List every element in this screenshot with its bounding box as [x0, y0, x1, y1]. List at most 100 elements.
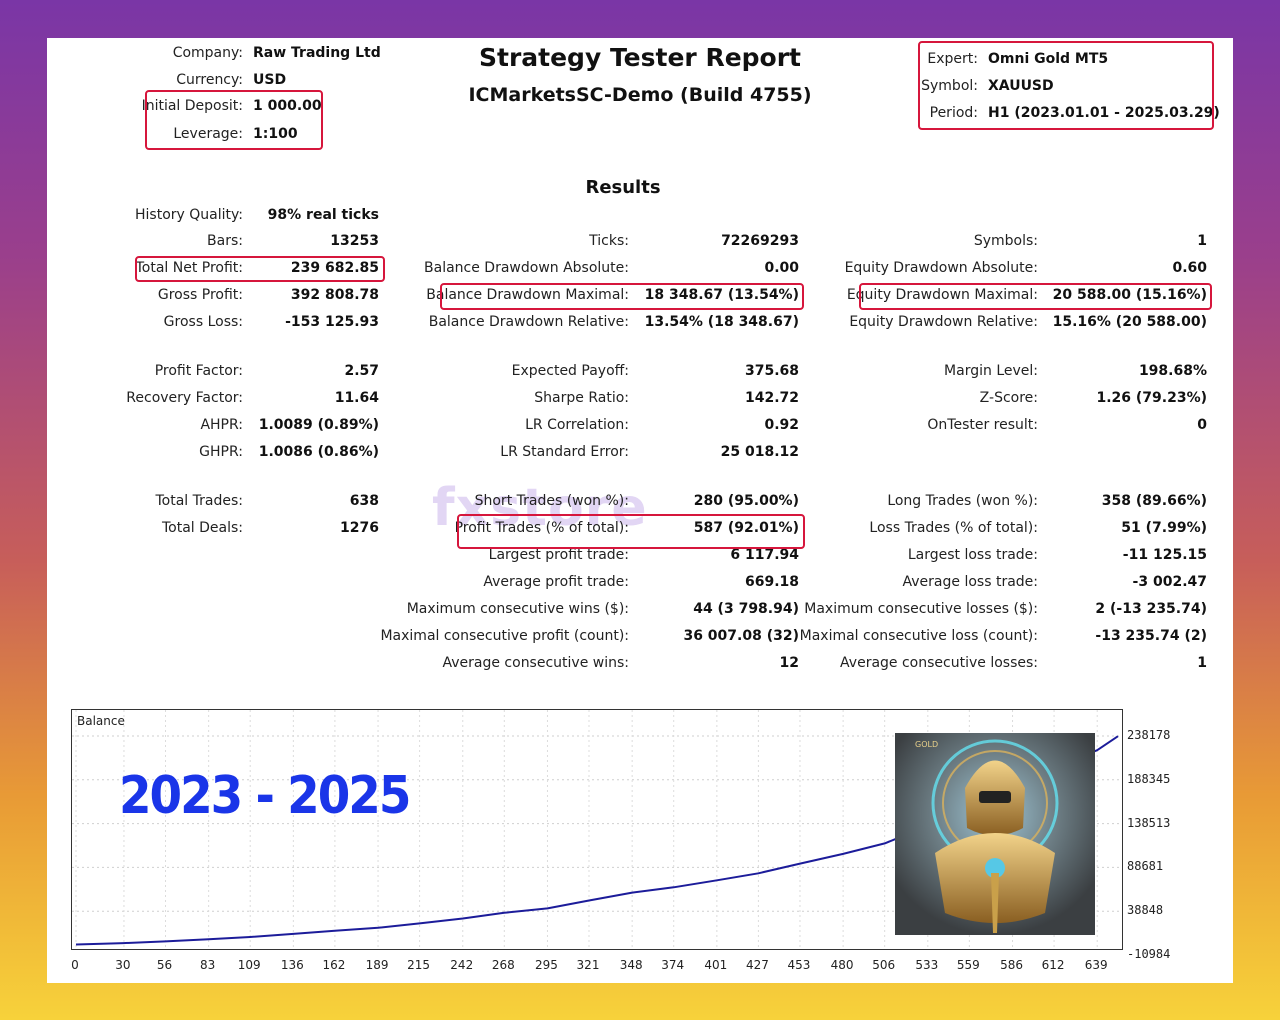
x-tick-label: 480	[830, 958, 854, 972]
x-tick-label: 30	[115, 958, 131, 972]
average-loss-trade-value: -3 002.47	[1132, 574, 1207, 590]
x-tick-label: 374	[661, 958, 685, 972]
expected-payoff-label: Expected Payoff:	[511, 363, 629, 379]
gross-profit-label: Gross Profit:	[157, 287, 243, 303]
gross-profit-value: 392 808.78	[290, 287, 379, 303]
max-consecutive-losses-value: 2 (-13 235.74)	[1095, 601, 1207, 617]
sharpe-ratio-value: 142.72	[744, 390, 799, 406]
long-trades-label: Long Trades (won %):	[887, 493, 1038, 509]
balance-dd-absolute-value: 0.00	[764, 260, 799, 276]
balance-dd-highlight-box	[440, 283, 804, 310]
company-label: Company:	[172, 45, 243, 61]
average-loss-trade-label: Average loss trade:	[902, 574, 1038, 590]
symbols-value: 1	[1197, 233, 1207, 249]
sharpe-ratio-label: Sharpe Ratio:	[534, 390, 629, 406]
total-trades-value: 638	[349, 493, 379, 509]
symbols-label: Symbols:	[973, 233, 1038, 249]
currency-value: USD	[253, 72, 287, 88]
profit-trades-label: Profit Trades (% of total):	[454, 520, 629, 536]
y-tick-label: 38848	[1127, 903, 1164, 918]
x-tick-label: 506	[872, 958, 896, 972]
x-tick-label: 295	[535, 958, 558, 972]
x-tick-label: 453	[787, 958, 811, 972]
equity-dd-absolute-label: Equity Drawdown Absolute:	[844, 260, 1038, 276]
total-net-profit-value: 239 682.85	[290, 260, 379, 276]
y-tick-label: 238178	[1127, 728, 1171, 742]
equity-dd-maximal-value: 20 588.00 (15.16%)	[1052, 287, 1207, 303]
report-sheet: Company: Raw Trading Ltd Currency: USD I…	[47, 38, 1233, 983]
expected-payoff-value: 375.68	[744, 363, 799, 379]
average-profit-trade-value: 669.18	[744, 574, 799, 590]
largest-profit-trade-label: Largest profit trade:	[488, 547, 629, 563]
x-tick-label: 242	[450, 958, 474, 972]
x-tick-label: 56	[156, 958, 173, 972]
average-consecutive-losses-label: Average consecutive losses:	[840, 655, 1038, 671]
history-quality-label: History Quality:	[135, 207, 243, 223]
ahpr-value: 1.0089 (0.89%)	[258, 417, 379, 433]
ghpr-value: 1.0086 (0.86%)	[258, 444, 379, 460]
expert-highlight-box	[918, 41, 1214, 130]
x-tick-label: 321	[576, 958, 600, 972]
expert-label: Expert:	[927, 51, 978, 67]
short-trades-label: Short Trades (won %):	[474, 493, 629, 509]
report-subtitle: ICMarketsSC-Demo (Build 4755)	[468, 84, 812, 106]
leverage-value: 1:100	[253, 126, 298, 142]
expert-value: Omni Gold MT5	[988, 51, 1109, 67]
lr-standard-error-value: 25 018.12	[720, 444, 799, 460]
x-tick-label: 559	[956, 958, 980, 972]
x-tick-label: 215	[407, 958, 431, 972]
lr-correlation-value: 0.92	[764, 417, 799, 433]
x-tick-label: 109	[237, 958, 261, 972]
lr-correlation-label: LR Correlation:	[525, 417, 629, 433]
profit-factor-label: Profit Factor:	[154, 363, 243, 379]
x-tick-label: 136	[280, 958, 304, 972]
ontester-result-label: OnTester result:	[927, 417, 1038, 433]
largest-loss-trade-label: Largest loss trade:	[907, 547, 1038, 563]
average-profit-trade-label: Average profit trade:	[483, 574, 629, 590]
fxstore-watermark: fxstore	[432, 478, 648, 538]
largest-loss-trade-value: -11 125.15	[1122, 547, 1207, 563]
max-consecutive-wins-label: Maximum consecutive wins ($):	[406, 601, 629, 617]
short-trades-value: 280 (95.00%)	[693, 493, 799, 509]
maximal-consecutive-profit-value: 36 007.08 (32)	[683, 628, 799, 644]
initial-deposit-value: 1 000.00	[253, 98, 322, 114]
deposit-highlight-box	[145, 90, 323, 150]
x-tick-label: 162	[322, 958, 346, 972]
balance-dd-maximal-value: 18 348.67 (13.54%)	[644, 287, 799, 303]
equity-dd-maximal-label: Equity Drawdown Maximal:	[846, 287, 1038, 303]
profit-factor-value: 2.57	[344, 363, 379, 379]
ghpr-label: GHPR:	[199, 444, 243, 460]
average-consecutive-wins-label: Average consecutive wins:	[442, 655, 629, 671]
report-title: Strategy Tester Report	[478, 43, 802, 72]
z-score-value: 1.26 (79.23%)	[1096, 390, 1207, 406]
max-consecutive-wins-value: 44 (3 798.94)	[693, 601, 799, 617]
x-tick-label: 83	[200, 958, 216, 972]
ahpr-label: AHPR:	[200, 417, 243, 433]
equity-dd-absolute-value: 0.60	[1172, 260, 1207, 276]
x-tick-label: 401	[704, 958, 728, 972]
x-tick-label: 586	[1000, 958, 1023, 972]
results-heading: Results	[585, 177, 661, 198]
equity-dd-relative-label: Equity Drawdown Relative:	[849, 314, 1038, 330]
robot-artwork-image: GOLD	[895, 733, 1095, 935]
x-tick-label: 612	[1041, 958, 1065, 972]
symbol-value: XAUUSD	[988, 78, 1054, 94]
years-overlay: 2023 - 2025	[119, 766, 411, 826]
gross-loss-value: -153 125.93	[285, 314, 379, 330]
y-tick-label: 88681	[1127, 859, 1164, 874]
company-value: Raw Trading Ltd	[253, 45, 381, 61]
total-trades-label: Total Trades:	[155, 493, 244, 509]
profit-trades-value: 587 (92.01%)	[693, 520, 799, 536]
total-deals-value: 1276	[340, 520, 379, 536]
average-consecutive-wins-value: 12	[779, 655, 799, 671]
ticks-label: Ticks:	[589, 233, 629, 249]
x-tick-label: 189	[365, 958, 389, 972]
x-tick-label: 268	[491, 958, 515, 972]
profit-trades-highlight-box	[457, 514, 805, 549]
period-label: Period:	[929, 105, 978, 121]
largest-profit-trade-value: 6 117.94	[730, 547, 799, 563]
z-score-label: Z-Score:	[979, 390, 1038, 406]
gross-loss-label: Gross Loss:	[163, 314, 243, 330]
loss-trades-value: 51 (7.99%)	[1121, 520, 1207, 536]
recovery-factor-value: 11.64	[334, 390, 379, 406]
